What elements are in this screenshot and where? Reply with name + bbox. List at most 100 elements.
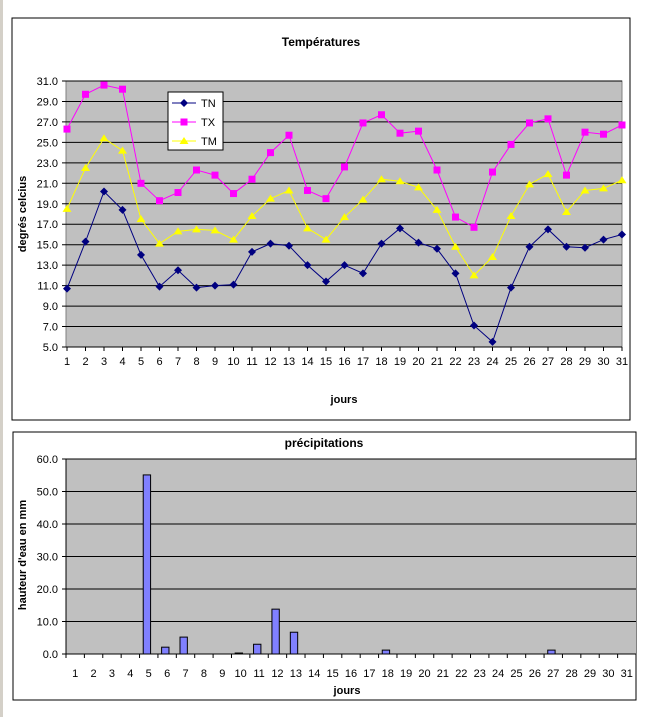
data-point-TX <box>359 119 367 127</box>
x-tick-label: 22 <box>455 668 467 680</box>
x-tick-label: 29 <box>584 668 596 680</box>
data-point-TX <box>470 223 478 231</box>
x-tick-label: 12 <box>264 356 276 368</box>
data-point-TM <box>321 235 331 243</box>
precipitation-bar <box>547 649 556 655</box>
y-tick-label: 7.0 <box>43 322 58 334</box>
data-point-TN <box>507 283 515 292</box>
x-tick-label: 3 <box>109 668 115 680</box>
x-tick-label: 8 <box>201 668 207 680</box>
x-tick-label: 20 <box>412 356 424 368</box>
data-point-TM <box>580 186 590 194</box>
x-tick-label: 21 <box>431 356 443 368</box>
x-tick-label: 29 <box>579 356 591 368</box>
data-point-TX <box>63 125 71 133</box>
x-tick-label: 17 <box>357 356 369 368</box>
x-tick-label: 25 <box>505 356 517 368</box>
x-tick-label: 14 <box>308 668 320 680</box>
data-point-TX <box>415 127 422 135</box>
legend-label: TM <box>201 136 217 148</box>
x-tick-label: 24 <box>492 668 504 680</box>
data-point-TX <box>82 90 89 98</box>
data-point-TX <box>322 195 330 203</box>
x-tick-label: 7 <box>182 668 188 680</box>
data-point-TN <box>488 337 497 346</box>
x-tick-label: 22 <box>449 356 461 368</box>
y-tick-label: 29.0 <box>37 96 58 108</box>
data-point-TX <box>396 129 404 137</box>
data-point-TN <box>562 242 571 251</box>
data-point-TM <box>136 215 146 223</box>
x-tick-label: 21 <box>437 668 449 680</box>
data-point-TN <box>581 243 589 252</box>
data-point-TM <box>81 163 90 171</box>
x-tick-label: 9 <box>212 356 218 368</box>
x-tick-label: 6 <box>164 668 170 680</box>
precipitation-bar <box>179 636 188 655</box>
x-tick-label: 11 <box>246 356 257 368</box>
data-point-TM <box>118 146 127 154</box>
data-point-TX <box>100 81 108 89</box>
data-point-TN <box>396 224 404 233</box>
x-axis-label: jours <box>330 394 358 406</box>
y-tick-label: 15.0 <box>37 240 58 252</box>
x-tick-label: 12 <box>271 668 283 680</box>
data-point-TX <box>119 85 126 93</box>
data-point-TM <box>414 183 423 191</box>
data-point-TM <box>395 177 405 185</box>
x-tick-label: 16 <box>338 356 350 368</box>
x-tick-label: 6 <box>156 356 162 368</box>
x-tick-label: 27 <box>547 668 559 680</box>
x-tick-label: 3 <box>101 356 107 368</box>
data-point-TX <box>341 163 348 171</box>
data-point-TM <box>62 204 72 212</box>
data-point-TX <box>211 171 219 179</box>
data-point-TN <box>451 269 460 278</box>
data-point-TX <box>156 197 163 205</box>
data-point-TX <box>193 166 200 174</box>
x-tick-label: 28 <box>566 668 578 680</box>
data-point-TM <box>340 213 349 221</box>
y-tick-label: 21.0 <box>37 178 58 190</box>
data-point-TN <box>433 244 441 253</box>
x-tick-label: 24 <box>486 356 498 368</box>
precipitation-bar <box>271 608 280 655</box>
data-point-TX <box>174 189 182 197</box>
data-point-TX <box>600 130 607 138</box>
x-tick-label: 5 <box>146 668 152 680</box>
x-tick-label: 18 <box>375 356 387 368</box>
x-tick-label: 13 <box>290 668 302 680</box>
data-point-TM <box>155 239 164 247</box>
y-tick-label: 11.0 <box>37 281 58 293</box>
data-point-TM <box>506 212 516 220</box>
x-tick-label: 30 <box>602 668 614 680</box>
x-tick-label: 31 <box>616 356 628 368</box>
data-point-TN <box>174 266 182 275</box>
data-point-TN <box>322 277 330 286</box>
precipitation-bar <box>253 643 262 655</box>
data-point-TM <box>525 180 534 188</box>
y-tick-label: 19.0 <box>37 199 58 211</box>
data-point-TN <box>599 235 608 244</box>
x-tick-label: 15 <box>326 668 338 680</box>
data-point-TX <box>544 115 552 123</box>
x-tick-label: 14 <box>301 356 313 368</box>
x-tick-label: 16 <box>345 668 357 680</box>
x-tick-label: 4 <box>127 668 133 680</box>
x-axis-label: jours <box>333 685 361 697</box>
x-tick-label: 27 <box>542 356 554 368</box>
data-point-TM <box>562 207 571 215</box>
data-point-TM <box>210 226 220 234</box>
x-tick-label: 10 <box>235 668 247 680</box>
precipitation-bar <box>381 649 391 655</box>
y-tick-label: 31.0 <box>37 76 58 88</box>
window-edge <box>0 0 3 717</box>
x-tick-label: 19 <box>400 668 412 680</box>
data-point-TN <box>266 239 275 248</box>
legend-marker-TM <box>179 137 189 144</box>
y-tick-label: 23.0 <box>37 158 58 170</box>
data-point-TN <box>377 239 386 248</box>
precipitation-bar <box>142 474 152 655</box>
data-point-TN <box>81 237 90 246</box>
data-point-TN <box>118 205 127 214</box>
